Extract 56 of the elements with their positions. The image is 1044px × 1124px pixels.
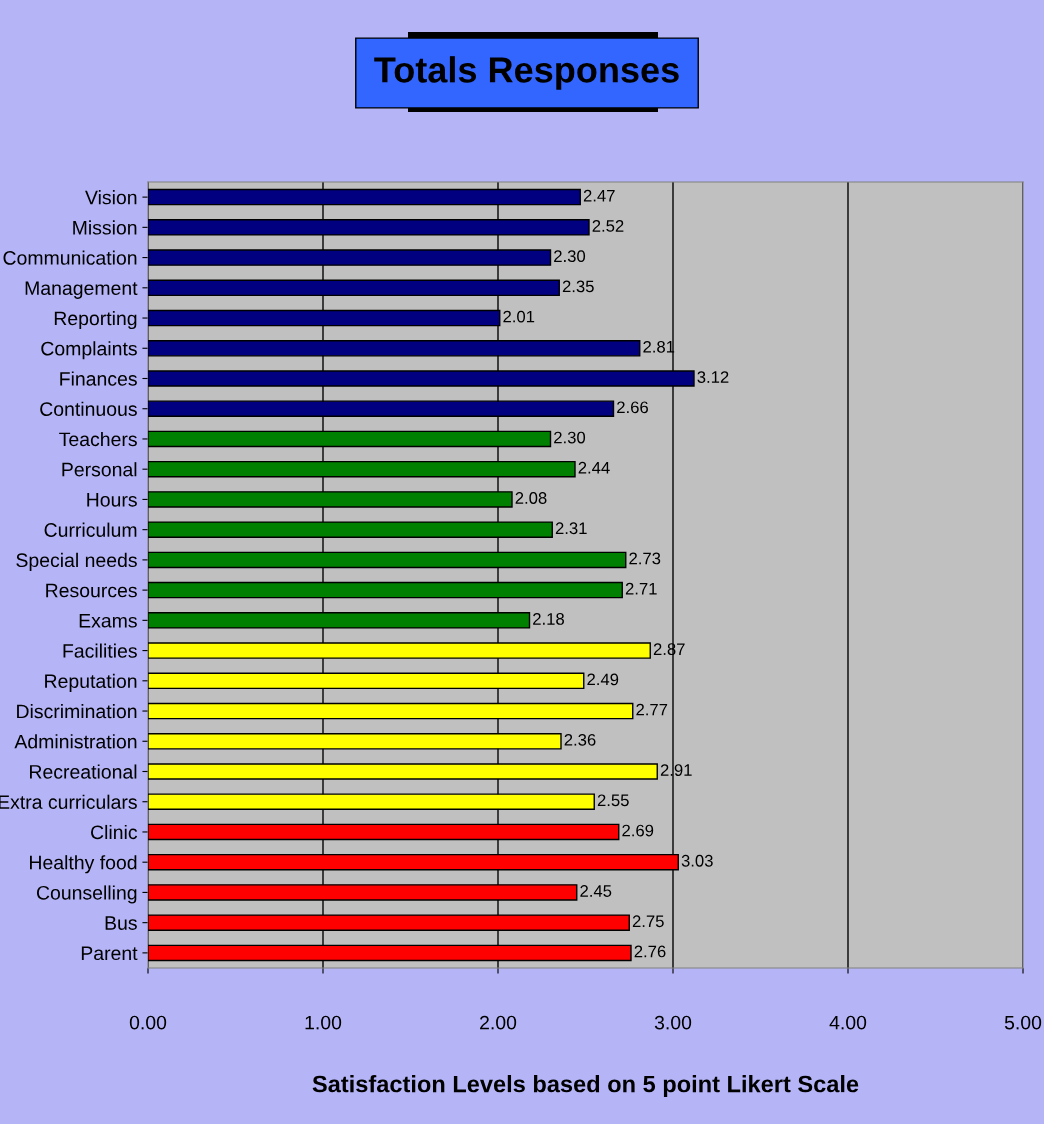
y-tick-label: Special needs — [16, 552, 137, 571]
data-label: 2.77 — [636, 703, 668, 716]
y-tick-label: Reporting — [54, 310, 137, 330]
y-tick-label: Personal — [62, 462, 137, 477]
data-label: 2.18 — [533, 613, 564, 625]
data-label: 2.45 — [580, 885, 612, 897]
data-label: 2.30 — [554, 250, 586, 263]
data-label: 2.75 — [632, 915, 664, 928]
y-tick-label: Discrimination — [17, 703, 137, 719]
y-tick-label: Parent — [81, 946, 138, 961]
data-label: 2.08 — [515, 492, 547, 504]
y-tick-label: Finances — [60, 371, 137, 386]
data-label: 2.31 — [555, 522, 587, 535]
data-label: 2.52 — [592, 220, 624, 232]
data-label: 2.01 — [503, 310, 535, 323]
y-tick-label: Vision — [85, 190, 137, 205]
x-tick-label: 4.00 — [829, 1015, 867, 1030]
x-tick-label: 2.00 — [480, 1015, 517, 1030]
data-label: 2.36 — [564, 733, 596, 746]
y-tick-label: Continuous — [40, 401, 137, 416]
y-tick-label: Recreational — [30, 764, 137, 779]
y-tick-label: Mission — [73, 220, 137, 235]
chart-title: Totals Responses — [374, 56, 679, 90]
y-tick-label: Bus — [105, 916, 137, 930]
data-label: 2.55 — [597, 794, 629, 807]
y-tick-label: Communication — [3, 250, 137, 265]
y-tick-label: Counselling — [36, 885, 137, 904]
data-label: 3.03 — [681, 854, 713, 867]
data-label: 3.12 — [697, 371, 729, 383]
y-tick-label: Teachers — [59, 431, 137, 447]
data-label: 2.30 — [554, 431, 586, 444]
data-label: 2.35 — [562, 280, 594, 293]
data-label: 2.69 — [622, 824, 654, 837]
data-label: 2.44 — [578, 461, 610, 474]
y-tick-label: Curriculum — [44, 522, 137, 537]
y-tick-label: Hours — [87, 493, 137, 507]
data-label: 2.71 — [625, 582, 657, 595]
y-tick-label: Healthy food — [30, 855, 137, 874]
x-tick-label: 5.00 — [1004, 1015, 1042, 1030]
x-tick-label: 3.00 — [654, 1015, 692, 1030]
y-tick-label: Clinic — [91, 824, 138, 840]
data-label: 2.76 — [634, 945, 666, 958]
y-tick-label: Reputation — [45, 673, 137, 692]
y-tick-label: Complaints — [41, 341, 137, 360]
x-axis-title: Satisfaction Levels based on 5 point Likert Scale — [312, 1075, 859, 1098]
data-label: 2.49 — [587, 673, 619, 686]
y-tick-label: Management — [25, 281, 138, 299]
data-label: 2.73 — [629, 552, 661, 565]
x-tick-label: 0.00 — [129, 1015, 167, 1030]
y-tick-label: Administration — [14, 734, 137, 749]
y-tick-label: Resources — [46, 583, 137, 598]
x-tick-label: 1.00 — [305, 1015, 342, 1030]
y-tick-label: Exams — [79, 614, 137, 628]
data-label: 2.47 — [583, 189, 615, 202]
y-tick-label: Facilities — [63, 643, 137, 658]
data-label: 2.66 — [617, 401, 648, 414]
